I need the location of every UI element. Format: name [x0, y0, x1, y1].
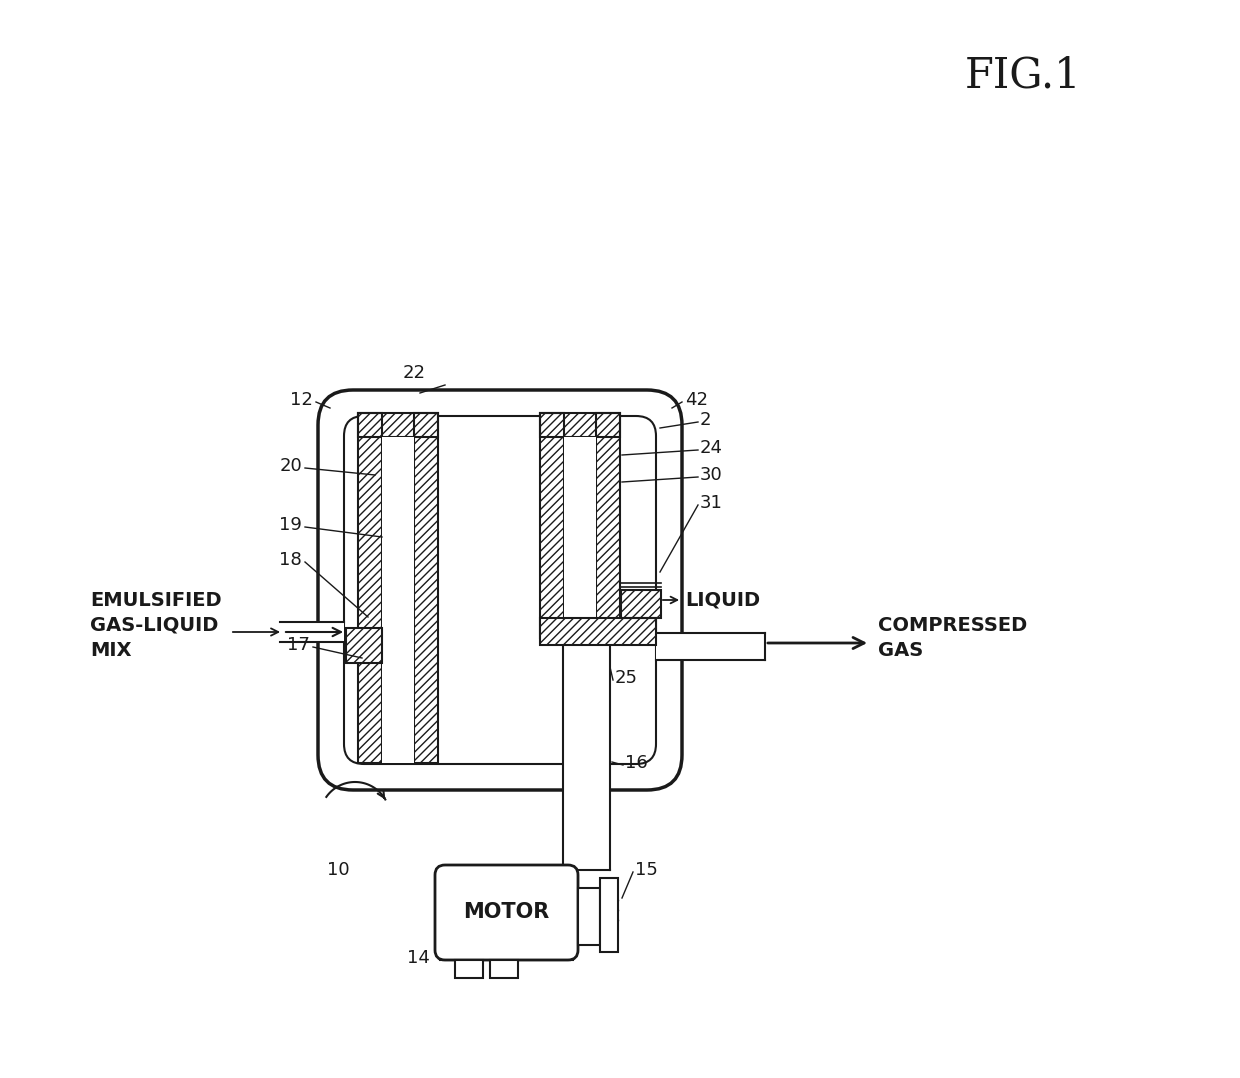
Text: 10: 10	[327, 861, 350, 879]
Bar	[539, 618, 656, 645]
FancyBboxPatch shape	[435, 865, 578, 960]
Text: 15: 15	[635, 861, 658, 879]
Text: 42: 42	[684, 391, 708, 409]
Bar	[346, 628, 382, 663]
Bar	[539, 413, 564, 638]
Bar	[490, 960, 518, 978]
Bar	[280, 622, 343, 642]
Text: 12: 12	[290, 391, 312, 409]
Bar	[539, 618, 656, 645]
Bar	[539, 413, 564, 638]
Bar	[455, 960, 484, 978]
Text: 14: 14	[407, 949, 430, 967]
Bar	[539, 413, 620, 437]
Text: EMULSIFIED
GAS-LIQUID
MIX: EMULSIFIED GAS-LIQUID MIX	[91, 591, 222, 660]
Bar	[346, 628, 382, 663]
Bar	[358, 413, 438, 437]
Text: LIQUID: LIQUID	[684, 591, 760, 609]
Text: MOTOR: MOTOR	[464, 902, 549, 923]
Bar	[539, 413, 620, 437]
Bar	[621, 590, 661, 618]
Bar	[358, 413, 382, 763]
Bar	[358, 413, 382, 763]
FancyBboxPatch shape	[317, 390, 682, 790]
Bar	[564, 437, 596, 638]
Bar	[563, 642, 610, 870]
Bar	[621, 590, 661, 618]
FancyBboxPatch shape	[343, 416, 656, 764]
Bar	[621, 590, 661, 618]
Bar	[578, 888, 600, 945]
Text: 25: 25	[615, 669, 639, 687]
Bar	[382, 437, 414, 763]
Text: 30: 30	[701, 466, 723, 484]
Bar	[414, 413, 438, 763]
Text: 16: 16	[625, 754, 647, 772]
Bar	[539, 413, 564, 638]
Bar	[414, 413, 438, 763]
Text: 31: 31	[701, 494, 723, 512]
Text: 17: 17	[288, 636, 310, 654]
Bar	[539, 413, 620, 437]
Text: 19: 19	[279, 516, 303, 534]
Text: COMPRESSED
GAS: COMPRESSED GAS	[878, 616, 1027, 660]
Bar	[358, 413, 438, 437]
Bar	[358, 413, 382, 763]
Bar	[346, 628, 382, 663]
Bar	[358, 413, 438, 437]
Bar	[596, 413, 620, 638]
Bar	[539, 618, 656, 645]
Text: FIG.1: FIG.1	[965, 55, 1081, 97]
Text: 20: 20	[279, 457, 303, 475]
Bar	[656, 633, 765, 660]
Text: 22: 22	[403, 364, 427, 382]
Bar	[600, 877, 618, 952]
Text: 2: 2	[701, 411, 712, 429]
Bar	[414, 413, 438, 763]
Text: 24: 24	[701, 439, 723, 457]
Bar	[596, 413, 620, 638]
Text: 18: 18	[279, 551, 303, 569]
Bar	[596, 413, 620, 638]
